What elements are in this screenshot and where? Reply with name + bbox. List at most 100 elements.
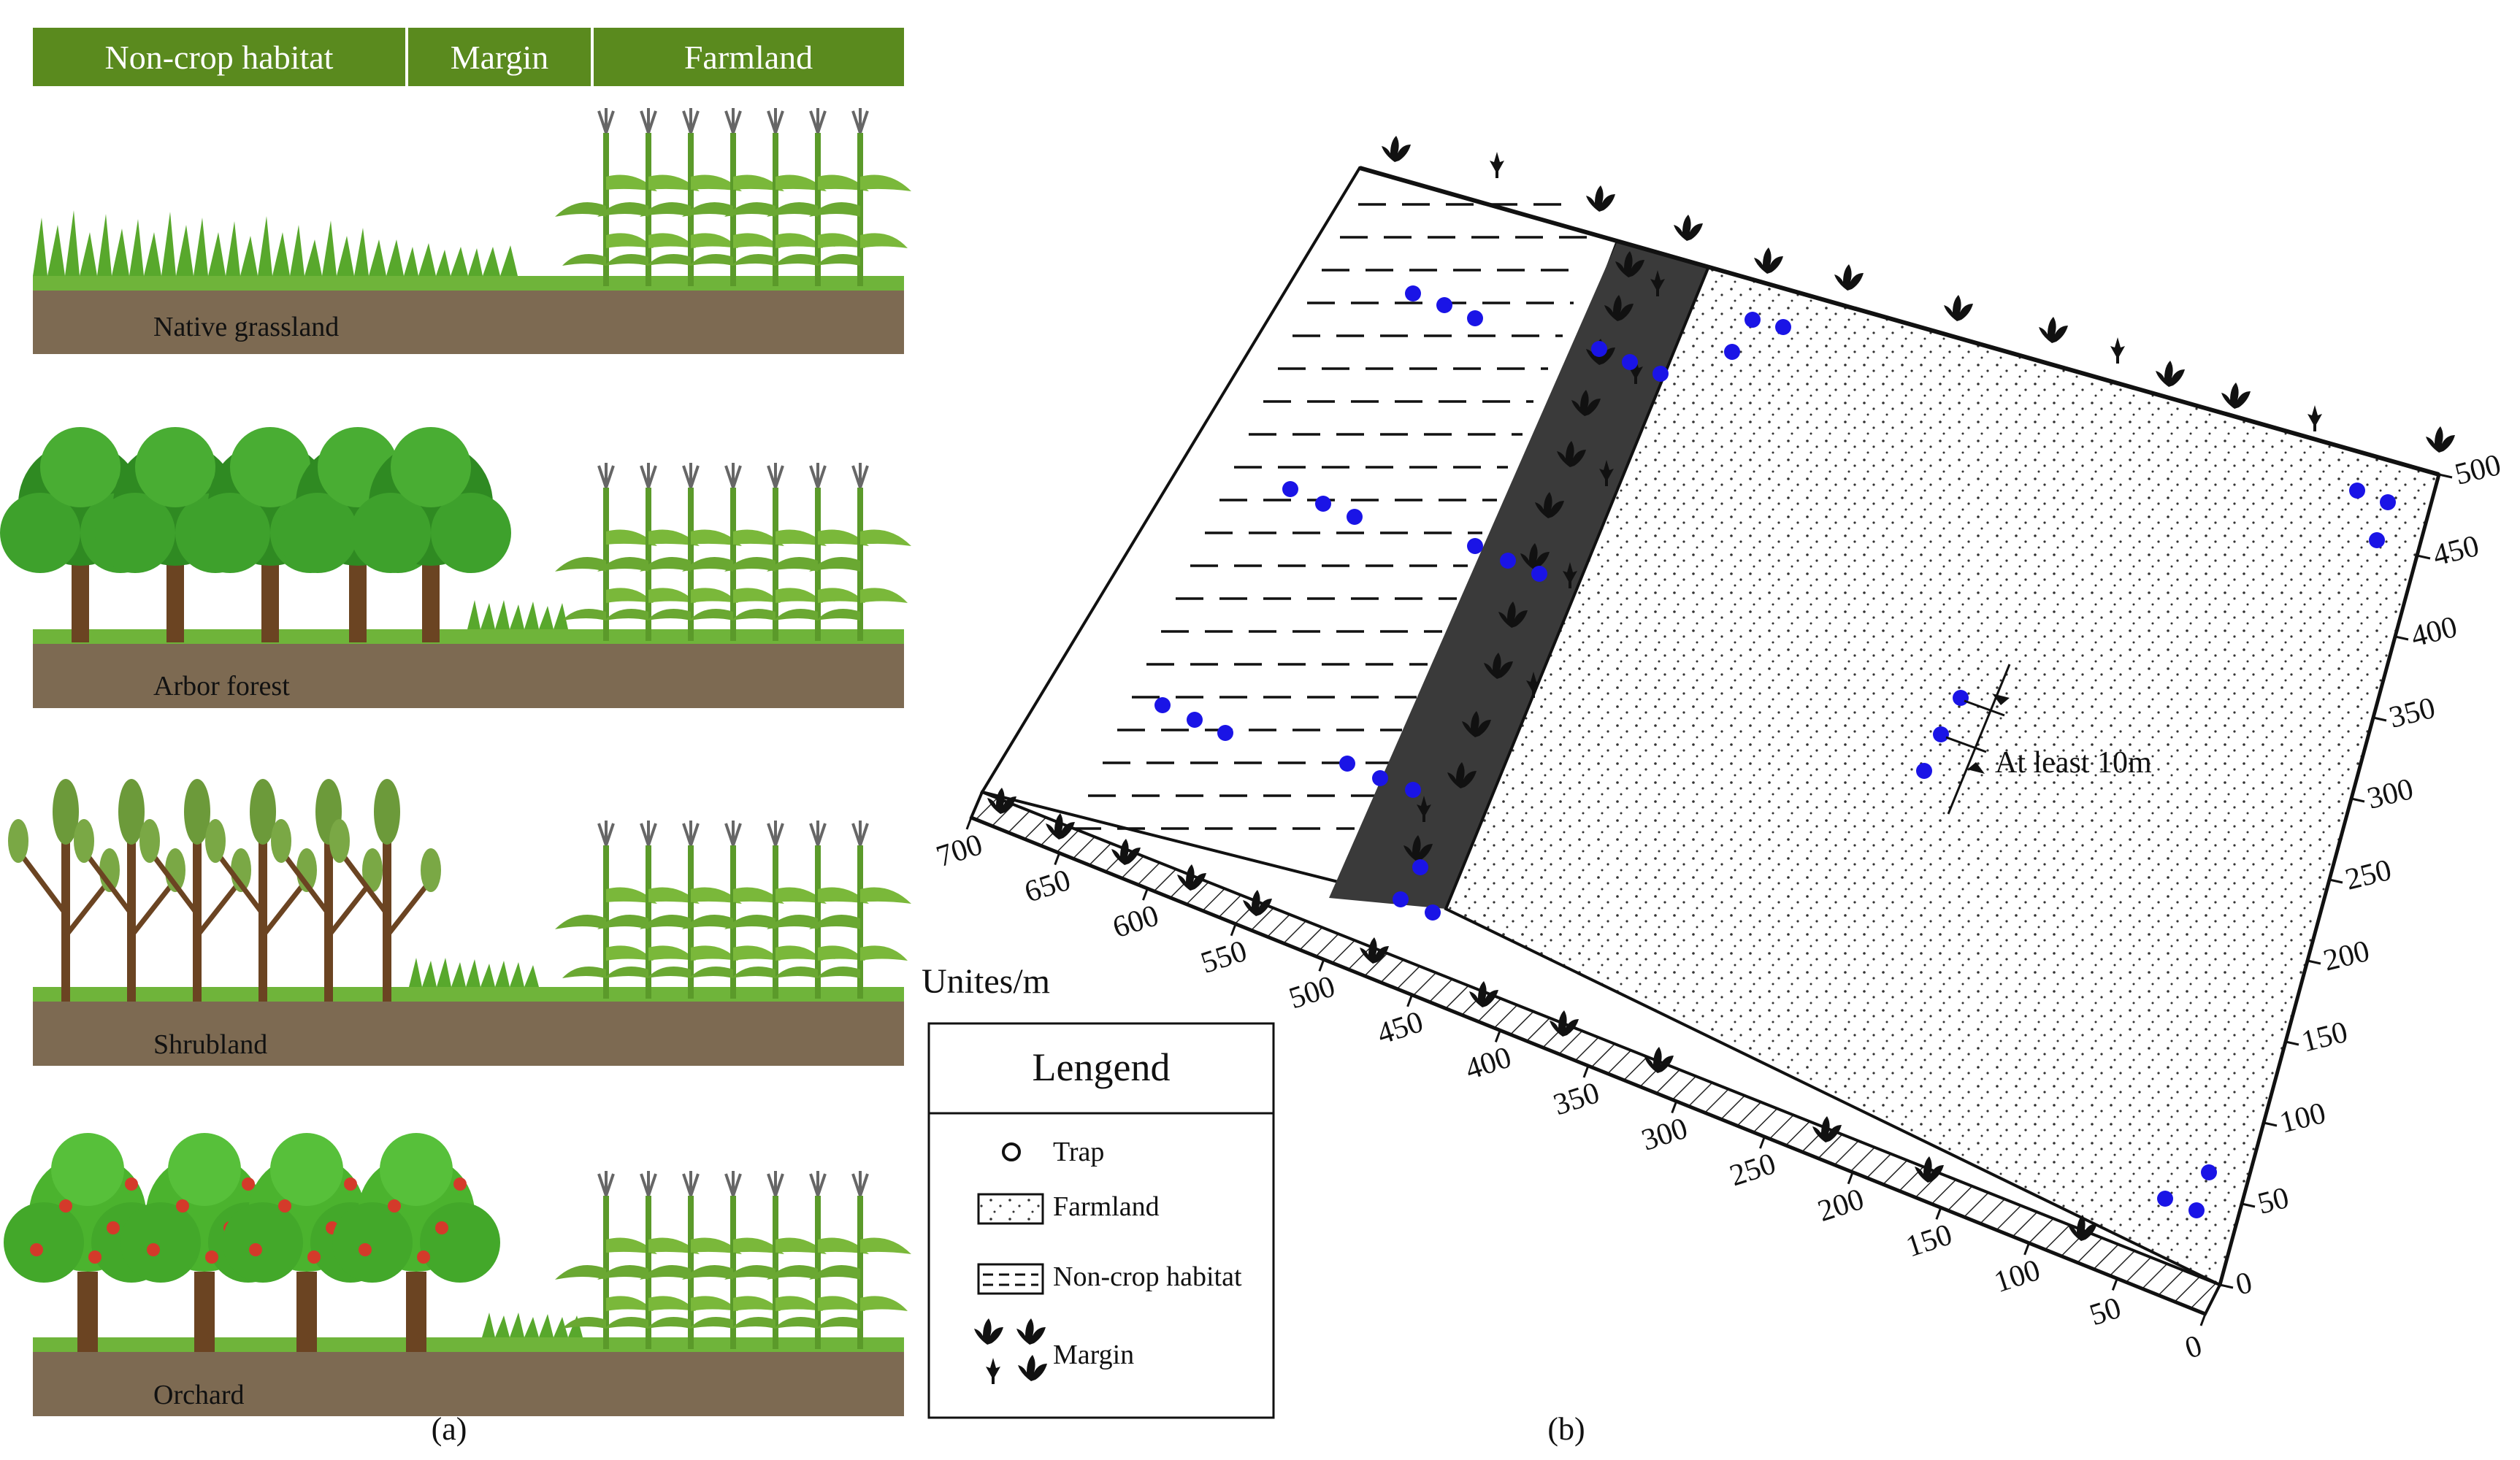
- trap: [1282, 481, 1298, 497]
- trap: [1154, 697, 1171, 713]
- trap: [1393, 891, 1409, 907]
- header-margin-cell: [408, 28, 591, 86]
- y-tick-mark: [2307, 959, 2321, 965]
- panel-a: Non-crop habitat Margin Farmland Native …: [0, 28, 913, 1447]
- scene-label-shrubland: Shrubland: [153, 1029, 267, 1060]
- y-tick-mark: [2219, 1283, 2234, 1289]
- x-tick-label: 0: [2181, 1329, 2206, 1366]
- trap: [1347, 509, 1363, 525]
- header-noncrop-cell: [33, 28, 405, 86]
- y-tick-mark: [2351, 797, 2365, 803]
- header-bar: Non-crop habitat Margin Farmland: [33, 28, 904, 86]
- x-tick-label: 550: [1197, 934, 1251, 980]
- trap: [2201, 1164, 2217, 1180]
- legend-item-noncrop: Non-crop habitat: [977, 1261, 1242, 1295]
- legend-label-noncrop: Non-crop habitat: [1053, 1261, 1242, 1292]
- distance-annotation: At least 10m: [1945, 664, 2152, 815]
- scene-shrubland: Shrubland: [8, 779, 913, 1066]
- trap: [1467, 538, 1483, 554]
- trap: [1436, 297, 1452, 313]
- legend: Lengend Trap Farmland Non-crop habitat M…: [927, 1022, 1275, 1419]
- panel-b: At least 10m 700650600550500450400350300…: [922, 136, 2505, 1447]
- x-tick-mark: [1582, 1065, 1590, 1078]
- x-tick-mark: [1142, 888, 1149, 901]
- trap: [1339, 756, 1355, 772]
- trap: [2157, 1191, 2173, 1207]
- x-tick-mark: [1318, 958, 1325, 972]
- legend-item-trap: Trap: [1002, 1137, 1104, 1167]
- trap: [2380, 494, 2396, 510]
- y-tick-label: 500: [2451, 448, 2504, 492]
- scene-label-native-grassland: Native grassland: [153, 312, 339, 342]
- traps: [1154, 285, 2396, 1218]
- scene-label-arbor-forest: Arbor forest: [153, 671, 290, 702]
- x-tick-label: 150: [1902, 1218, 1956, 1264]
- y-tick-label: 150: [2298, 1015, 2351, 1059]
- panel-a-label: (a): [432, 1411, 467, 1447]
- top-boundary: [1359, 166, 2440, 477]
- x-tick-mark: [1759, 1136, 1766, 1149]
- header-margin-label: Margin: [451, 39, 549, 76]
- x-tick-mark: [2023, 1242, 2030, 1256]
- y-tick-mark: [2241, 1202, 2256, 1208]
- x-tick-label: 650: [1021, 864, 1075, 910]
- y-tick-mark: [2416, 554, 2431, 560]
- x-tick-label: 50: [2086, 1291, 2125, 1333]
- trap: [1372, 770, 1388, 786]
- header-farmland-cell: [594, 28, 904, 86]
- trap: [2188, 1202, 2205, 1218]
- trap: [1467, 310, 1483, 326]
- y-tick-label: 0: [2232, 1266, 2256, 1302]
- x-tick-label: 500: [1285, 969, 1339, 1015]
- trap: [1933, 726, 1949, 742]
- legend-item-margin: Margin: [974, 1318, 1134, 1384]
- y-tick-label: 100: [2276, 1096, 2329, 1140]
- trap: [1622, 354, 1638, 370]
- legend-label-trap: Trap: [1053, 1137, 1104, 1167]
- farmland-swatch-icon: [977, 1193, 1044, 1225]
- y-tick-label: 400: [2408, 610, 2460, 654]
- trap: [1531, 566, 1547, 582]
- trap: [1187, 712, 1203, 728]
- trap: [1916, 763, 1932, 779]
- x-tick-label: 400: [1461, 1040, 1515, 1086]
- x-tick-mark: [1935, 1207, 1942, 1220]
- trap: [2349, 483, 2365, 499]
- trap: [1591, 341, 1607, 357]
- trap: [1500, 553, 1516, 569]
- scene-orchard: Orchard: [4, 1133, 913, 1416]
- y-tick-label: 450: [2429, 529, 2482, 573]
- x-tick-label: 350: [1550, 1076, 1604, 1122]
- panel-b-label: (b): [1547, 1411, 1585, 1447]
- x-tick-label: 100: [1990, 1253, 2044, 1299]
- trap: [1652, 366, 1669, 382]
- trap: [2369, 532, 2385, 548]
- noncrop-swatch-icon: [977, 1263, 1044, 1295]
- x-tick-mark: [1054, 853, 1061, 866]
- scene-label-orchard: Orchard: [153, 1380, 244, 1410]
- scene-arbor-forest: Arbor forest: [0, 427, 913, 708]
- y-tick-mark: [2329, 878, 2343, 884]
- y-tick-label: 300: [2364, 772, 2416, 816]
- y-tick-mark: [2394, 635, 2409, 641]
- trap: [1953, 690, 1969, 706]
- trap: [1745, 312, 1761, 328]
- header-farmland-label: Farmland: [684, 39, 813, 76]
- trap: [1315, 496, 1331, 512]
- header-noncrop-label: Non-crop habitat: [105, 39, 334, 76]
- x-tick-label: 300: [1638, 1112, 1692, 1158]
- trap: [1405, 285, 1421, 301]
- trap: [1412, 859, 1428, 875]
- margin-strip: [1329, 241, 1709, 909]
- trap-icon: [1002, 1142, 1021, 1161]
- trap: [1425, 904, 1441, 921]
- trap: [1724, 344, 1740, 360]
- distance-annotation-label: At least 10m: [1995, 746, 2152, 780]
- y-tick-label: 250: [2342, 853, 2394, 897]
- y-tick-label: 200: [2320, 934, 2372, 978]
- x-tick-label: 600: [1108, 899, 1163, 945]
- x-tick-mark: [1406, 994, 1413, 1007]
- trap: [1775, 319, 1791, 335]
- x-tick-mark: [965, 817, 973, 830]
- noncrop-dash-lines: [1073, 203, 1596, 830]
